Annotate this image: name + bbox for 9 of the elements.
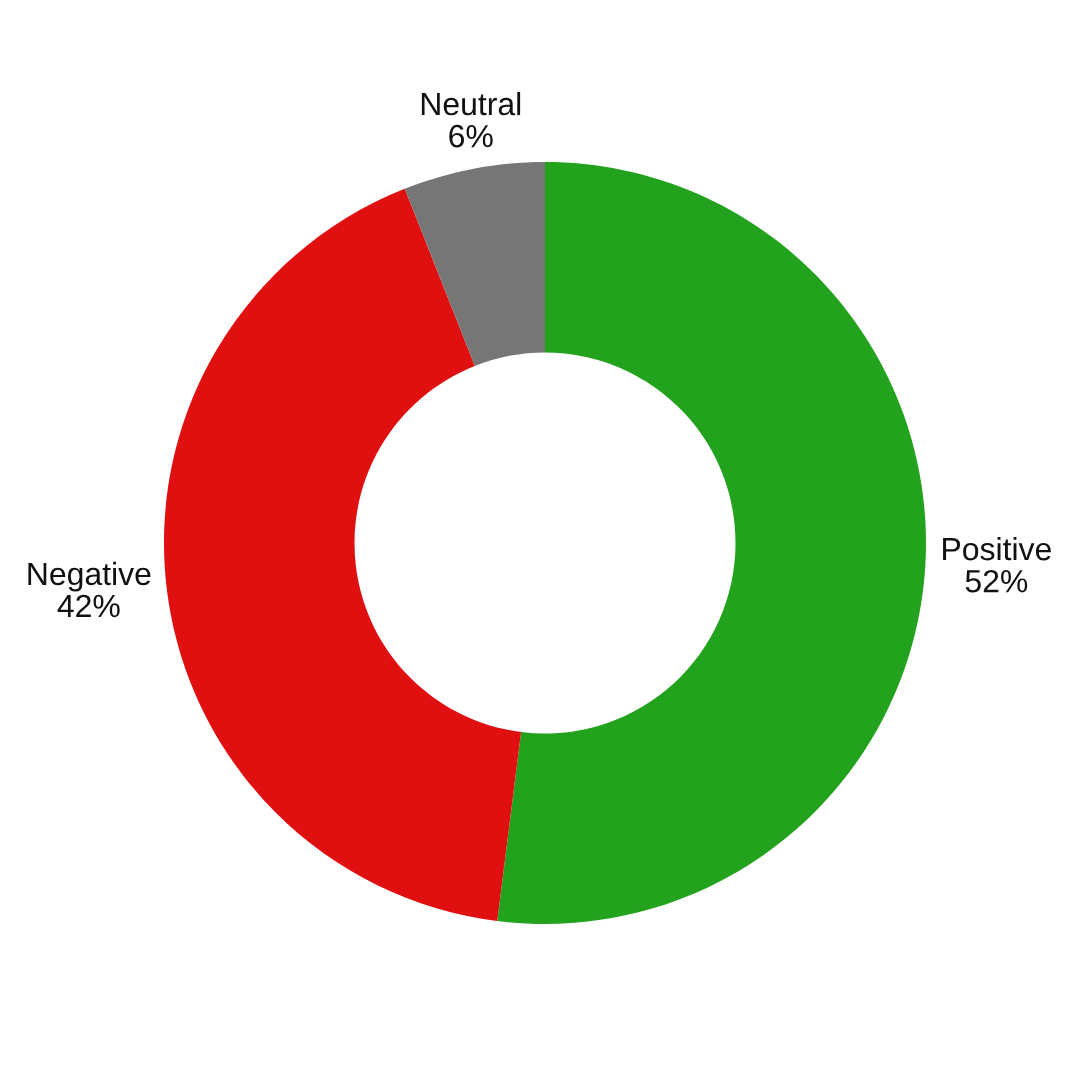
data-label: 6% (449, 124, 493, 148)
slice-label: Neutral (421, 91, 521, 116)
data-label: 42% (57, 594, 120, 618)
donut-slice (497, 162, 926, 924)
donut-slice (404, 162, 545, 366)
slice-label: Positive (943, 536, 1051, 561)
data-label: 52% (965, 569, 1028, 593)
slice-label: Negative (28, 561, 151, 592)
donut-slice (164, 188, 522, 921)
